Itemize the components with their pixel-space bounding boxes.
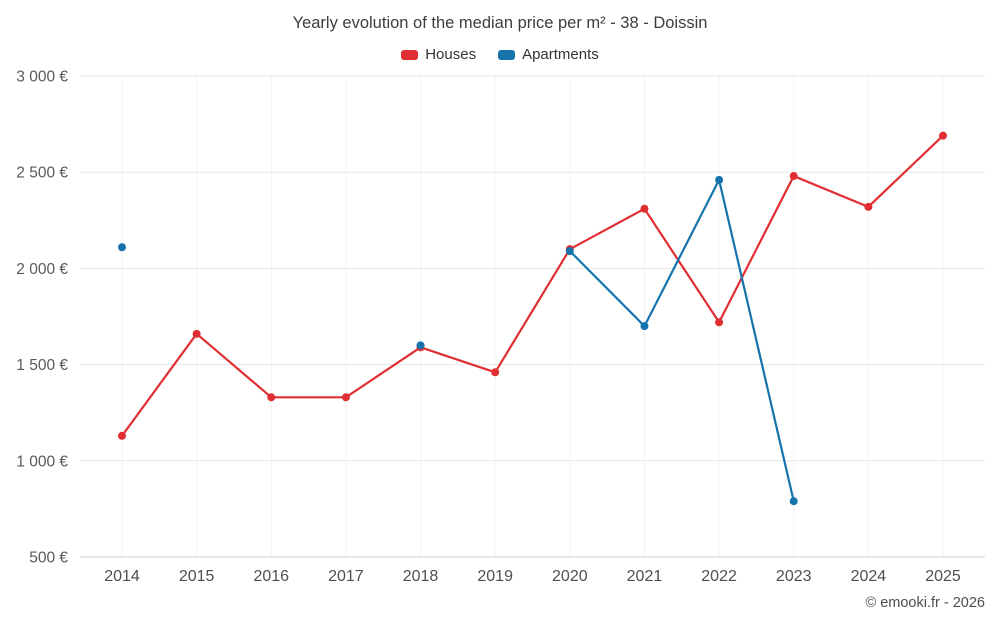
x-tick-label: 2022 [701, 568, 737, 585]
data-point-apartments[interactable] [715, 175, 724, 184]
data-point-houses[interactable] [864, 202, 873, 211]
data-point-houses[interactable] [267, 393, 276, 402]
y-tick-label: 2 500 € [16, 165, 68, 182]
y-tick-label: 2 000 € [16, 261, 68, 278]
x-tick-label: 2016 [253, 568, 289, 585]
x-tick-label: 2020 [552, 568, 588, 585]
y-tick-label: 500 € [29, 550, 68, 567]
x-tick-label: 2015 [179, 568, 215, 585]
legend-label-apartments: Apartments [522, 46, 599, 63]
data-point-apartments[interactable] [640, 322, 649, 331]
legend-label-houses: Houses [425, 46, 477, 63]
y-tick-label: 1 500 € [16, 357, 68, 374]
x-tick-label: 2018 [403, 568, 439, 585]
data-point-houses[interactable] [789, 172, 798, 181]
series-line-houses [120, 134, 945, 437]
data-point-houses[interactable] [491, 368, 500, 377]
data-point-houses[interactable] [640, 204, 649, 213]
data-point-apartments[interactable] [789, 497, 798, 506]
x-tick-label: 2021 [627, 568, 663, 585]
x-tick-label: 2025 [925, 568, 961, 585]
data-point-houses[interactable] [341, 393, 350, 402]
data-point-apartments[interactable] [565, 247, 574, 256]
data-point-houses[interactable] [118, 431, 126, 440]
x-tick-label: 2019 [477, 568, 513, 585]
y-tick-label: 3 000 € [16, 69, 68, 86]
chart-title: Yearly evolution of the median price per… [292, 14, 708, 32]
data-point-houses[interactable] [939, 131, 947, 140]
houses-swatch-icon [401, 49, 419, 60]
data-point-houses[interactable] [715, 318, 724, 327]
x-tick-label: 2014 [104, 568, 140, 585]
copyright: © emooki.fr - 2026 [865, 595, 985, 611]
legend-item-apartments[interactable]: Apartments [498, 46, 599, 63]
data-point-apartments[interactable] [118, 243, 126, 252]
legend: Houses Apartments [0, 46, 1000, 63]
apartments-swatch-icon [498, 49, 516, 60]
y-tick-label: 1 000 € [16, 453, 68, 470]
x-tick-label: 2023 [776, 568, 812, 585]
x-tick-label: 2017 [328, 568, 364, 585]
legend-item-houses[interactable]: Houses [401, 46, 476, 63]
series-line-apartments [568, 178, 795, 503]
data-point-apartments[interactable] [416, 341, 425, 350]
x-tick-label: 2024 [851, 568, 887, 585]
data-point-houses[interactable] [192, 329, 201, 338]
